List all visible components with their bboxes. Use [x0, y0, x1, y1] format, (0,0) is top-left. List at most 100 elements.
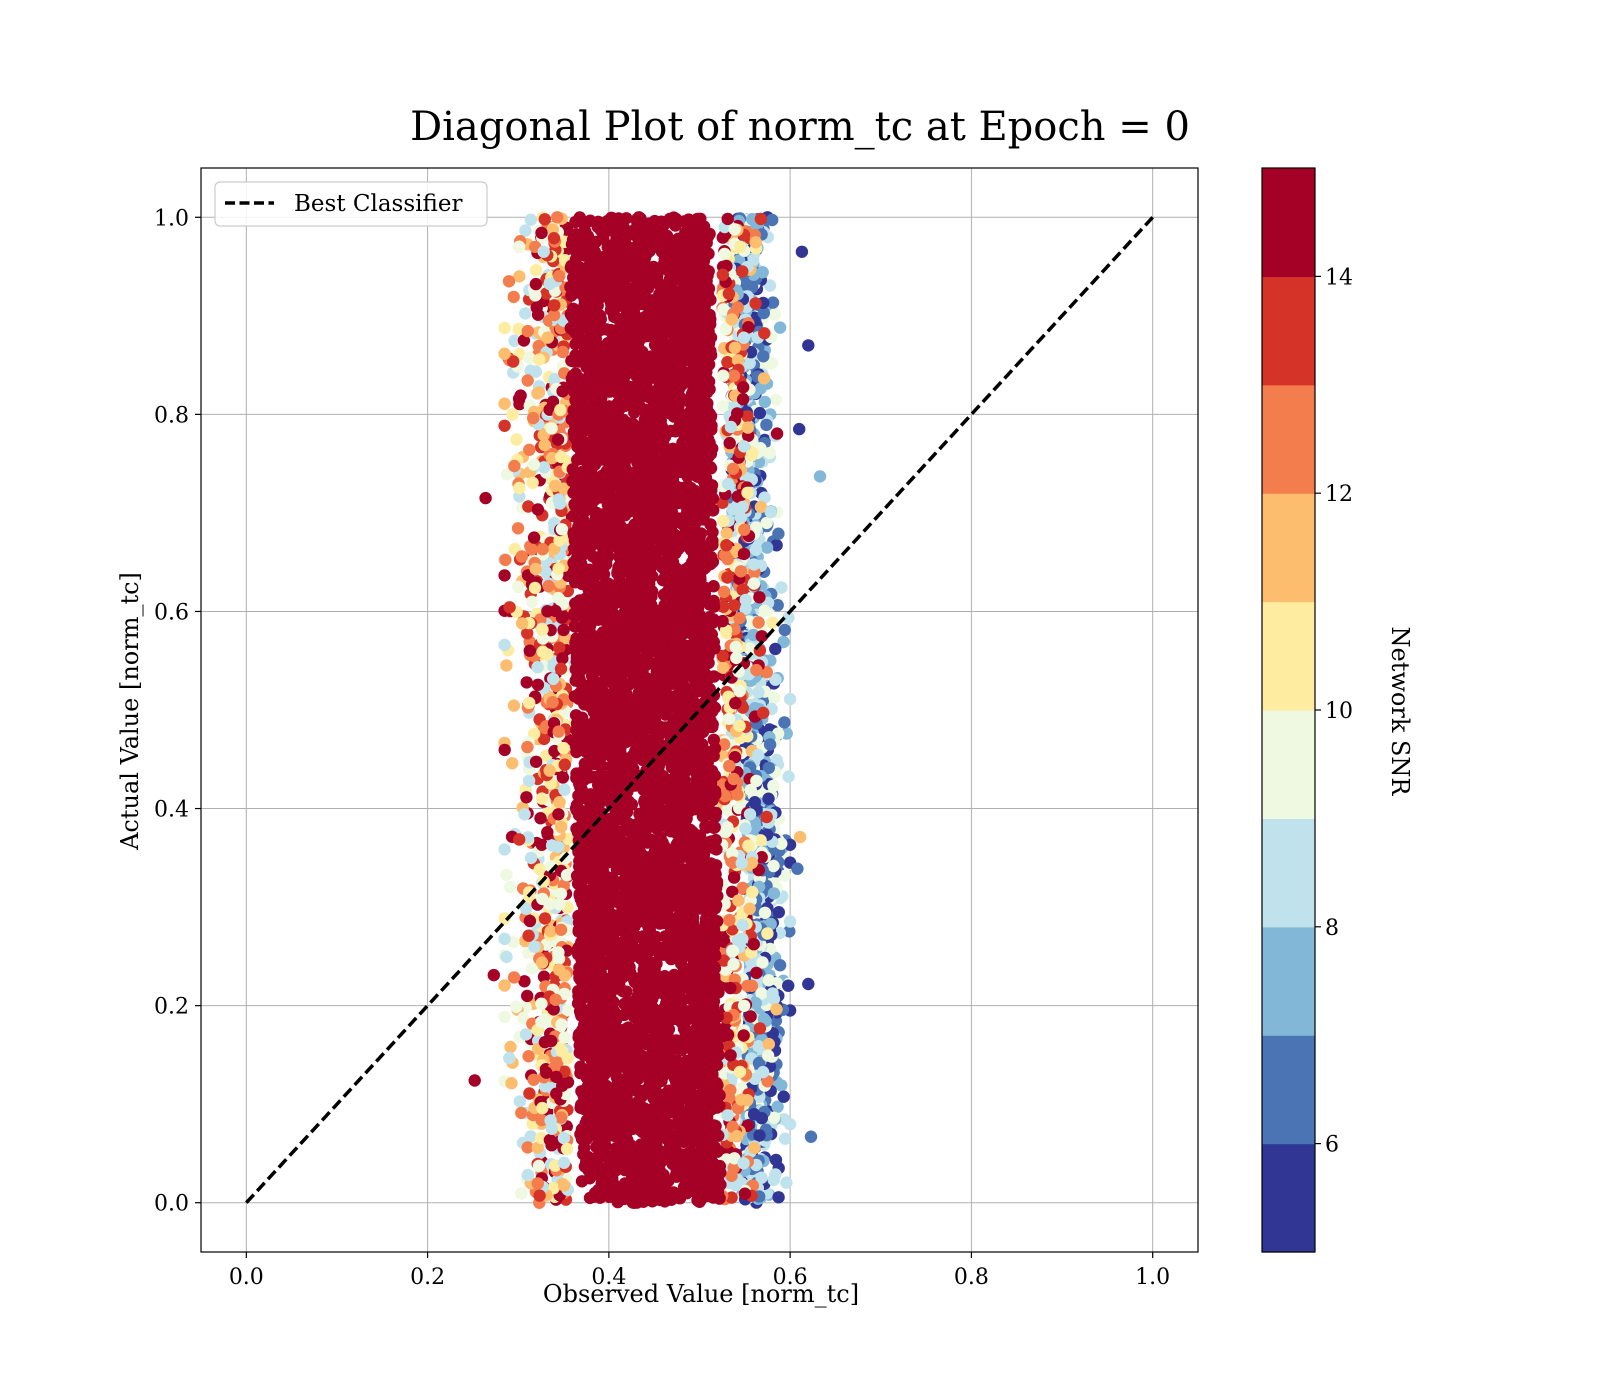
data-point [529, 289, 542, 302]
data-point [743, 642, 756, 655]
data-point [528, 940, 541, 953]
data-point [762, 1037, 775, 1051]
data-point [769, 642, 782, 656]
data-point [555, 820, 568, 834]
data-point [726, 462, 740, 475]
data-point [749, 297, 762, 310]
data-point [540, 1066, 553, 1079]
data-point [504, 1040, 517, 1054]
data-point [535, 226, 548, 240]
data-point [727, 958, 740, 971]
data-point [733, 684, 746, 698]
data-point [531, 503, 545, 516]
data-point [531, 1177, 544, 1190]
data-point [513, 270, 526, 283]
data-point [555, 450, 568, 464]
data-point [765, 356, 779, 370]
data-point [721, 803, 734, 817]
data-point [518, 975, 531, 988]
data-point [498, 843, 511, 856]
data-point [521, 324, 534, 338]
data-point [737, 547, 751, 561]
data-point [725, 313, 739, 326]
data-point [498, 321, 511, 335]
data-point [556, 1079, 569, 1092]
data-point [558, 783, 571, 796]
data-point [721, 571, 734, 584]
data-point [757, 306, 770, 320]
data-point [736, 265, 749, 278]
data-point [747, 1108, 761, 1121]
data-point [747, 558, 761, 571]
data-point [766, 616, 779, 629]
data-point [772, 906, 785, 919]
data-point [547, 232, 561, 245]
data-point [553, 796, 566, 809]
data-point [772, 1191, 785, 1204]
data-point [557, 1156, 571, 1170]
data-point [723, 759, 736, 773]
data-point [747, 577, 761, 590]
data-point [524, 851, 538, 865]
data-point [737, 999, 751, 1012]
data-point [744, 1010, 757, 1023]
data-point [518, 808, 531, 821]
data-point [514, 389, 527, 402]
data-point [758, 395, 771, 409]
data-point [773, 959, 787, 972]
data-point [757, 372, 771, 385]
data-point [502, 275, 516, 288]
data-point [500, 659, 513, 672]
data-point [498, 932, 511, 946]
data-point [541, 826, 554, 839]
data-point [728, 341, 742, 354]
data-point [721, 1028, 735, 1041]
data-point [727, 369, 741, 382]
data-point [513, 833, 526, 846]
data-point [736, 500, 749, 514]
data-point [542, 579, 555, 593]
data-point [543, 1133, 557, 1147]
data-point [568, 609, 581, 622]
data-point [537, 245, 550, 258]
data-point [755, 1171, 768, 1184]
data-point [763, 446, 776, 460]
data-point [743, 808, 757, 821]
data-point [521, 1168, 534, 1182]
data-point [752, 616, 765, 629]
data-point [749, 236, 762, 249]
data-point [520, 791, 533, 804]
data-point [770, 1003, 783, 1016]
data-point [746, 885, 759, 899]
data-point [526, 476, 539, 489]
data-point [548, 299, 561, 312]
data-point [552, 808, 565, 821]
data-point [511, 522, 525, 535]
data-point [557, 1179, 571, 1192]
data-point [717, 585, 731, 598]
data-point [767, 992, 781, 1006]
data-point [512, 580, 525, 594]
data-point [557, 623, 570, 637]
data-point [716, 369, 730, 382]
data-point [725, 1169, 738, 1183]
data-point [753, 1022, 767, 1035]
data-point [750, 663, 763, 677]
data-point [721, 356, 734, 369]
data-point [555, 1018, 568, 1031]
data-point [778, 869, 791, 883]
data-point [522, 1050, 535, 1063]
data-point [735, 856, 748, 870]
data-point [523, 696, 536, 710]
data-point [515, 617, 529, 630]
data-point [764, 505, 777, 519]
data-point [535, 792, 549, 805]
data-point [782, 979, 795, 992]
data-point [551, 433, 565, 446]
data-point [733, 611, 746, 625]
data-point [527, 1073, 540, 1087]
data-point [528, 581, 542, 595]
data-point [729, 640, 742, 654]
data-point [763, 738, 777, 751]
data-point [783, 915, 797, 928]
